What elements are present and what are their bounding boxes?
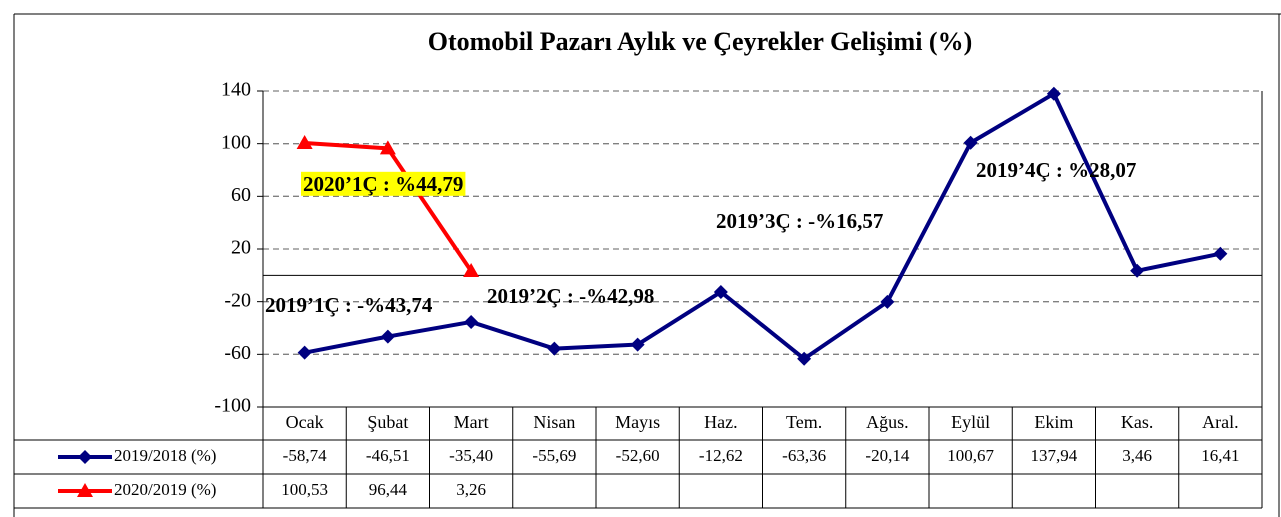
legend-label: 2020/2019 (%) xyxy=(114,480,216,499)
x-tick-label: Ağus. xyxy=(866,412,909,432)
marker xyxy=(880,294,895,309)
x-tick-label: Ocak xyxy=(286,412,324,432)
table-value: 96,44 xyxy=(369,480,408,499)
table-value: -63,36 xyxy=(782,446,826,465)
x-tick-label: Aral. xyxy=(1202,412,1238,432)
table-value: -35,40 xyxy=(449,446,493,465)
table-value: -12,62 xyxy=(699,446,743,465)
marker xyxy=(78,450,92,464)
annotation: 2019’1Ç : -%43,74 xyxy=(265,293,433,317)
annotation: 2019’2Ç : -%42,98 xyxy=(487,284,654,308)
marker xyxy=(296,134,313,149)
table-value: -46,51 xyxy=(366,446,410,465)
marker xyxy=(547,341,562,356)
marker xyxy=(380,329,395,344)
table-value: 100,53 xyxy=(281,480,328,499)
table-value: 16,41 xyxy=(1201,446,1239,465)
marker xyxy=(1213,246,1228,261)
table-value: 137,94 xyxy=(1031,446,1078,465)
table-value: -20,14 xyxy=(865,446,909,465)
chart-title: Otomobil Pazarı Aylık ve Çeyrekler Geliş… xyxy=(428,27,972,56)
x-tick-label: Şubat xyxy=(367,412,408,432)
y-tick-label: 20 xyxy=(231,237,251,259)
marker xyxy=(463,263,480,278)
x-tick-label: Mayıs xyxy=(615,412,660,432)
marker xyxy=(713,284,728,299)
annotation: 2019’4Ç : %28,07 xyxy=(976,158,1136,182)
x-tick-label: Ekim xyxy=(1034,412,1073,432)
marker xyxy=(630,337,645,352)
y-tick-label: -100 xyxy=(214,395,251,417)
series-line xyxy=(304,91,1221,361)
marker xyxy=(464,314,479,329)
table-value: -52,60 xyxy=(616,446,660,465)
y-tick-label: 60 xyxy=(231,184,251,206)
marker xyxy=(1046,86,1061,101)
table-value: -55,69 xyxy=(532,446,576,465)
annotation: 2019’3Ç : -%16,57 xyxy=(716,209,883,233)
legend-label: 2019/2018 (%) xyxy=(114,446,216,465)
table-value: 3,46 xyxy=(1122,446,1152,465)
x-tick-label: Tem. xyxy=(786,412,822,432)
annotation: 2020’1Ç : %44,79 xyxy=(303,172,463,196)
x-tick-label: Haz. xyxy=(704,412,737,432)
table-value: -58,74 xyxy=(283,446,327,465)
marker xyxy=(1130,263,1145,278)
series-line xyxy=(304,140,473,273)
annotation-highlight xyxy=(301,171,466,196)
x-tick-label: Kas. xyxy=(1121,412,1154,432)
marker xyxy=(77,483,93,497)
y-tick-label: 140 xyxy=(221,79,251,101)
x-tick-label: Eylül xyxy=(951,412,990,432)
table-value: 3,26 xyxy=(456,480,486,499)
x-tick-label: Mart xyxy=(454,412,489,432)
y-tick-label: 100 xyxy=(221,131,251,153)
marker xyxy=(379,140,396,155)
marker xyxy=(797,351,812,366)
table-value: 100,67 xyxy=(947,446,994,465)
marker xyxy=(963,135,978,150)
marker xyxy=(297,345,312,360)
y-tick-label: -60 xyxy=(224,342,251,364)
y-tick-label: -20 xyxy=(224,289,251,311)
x-tick-label: Nisan xyxy=(533,412,575,432)
